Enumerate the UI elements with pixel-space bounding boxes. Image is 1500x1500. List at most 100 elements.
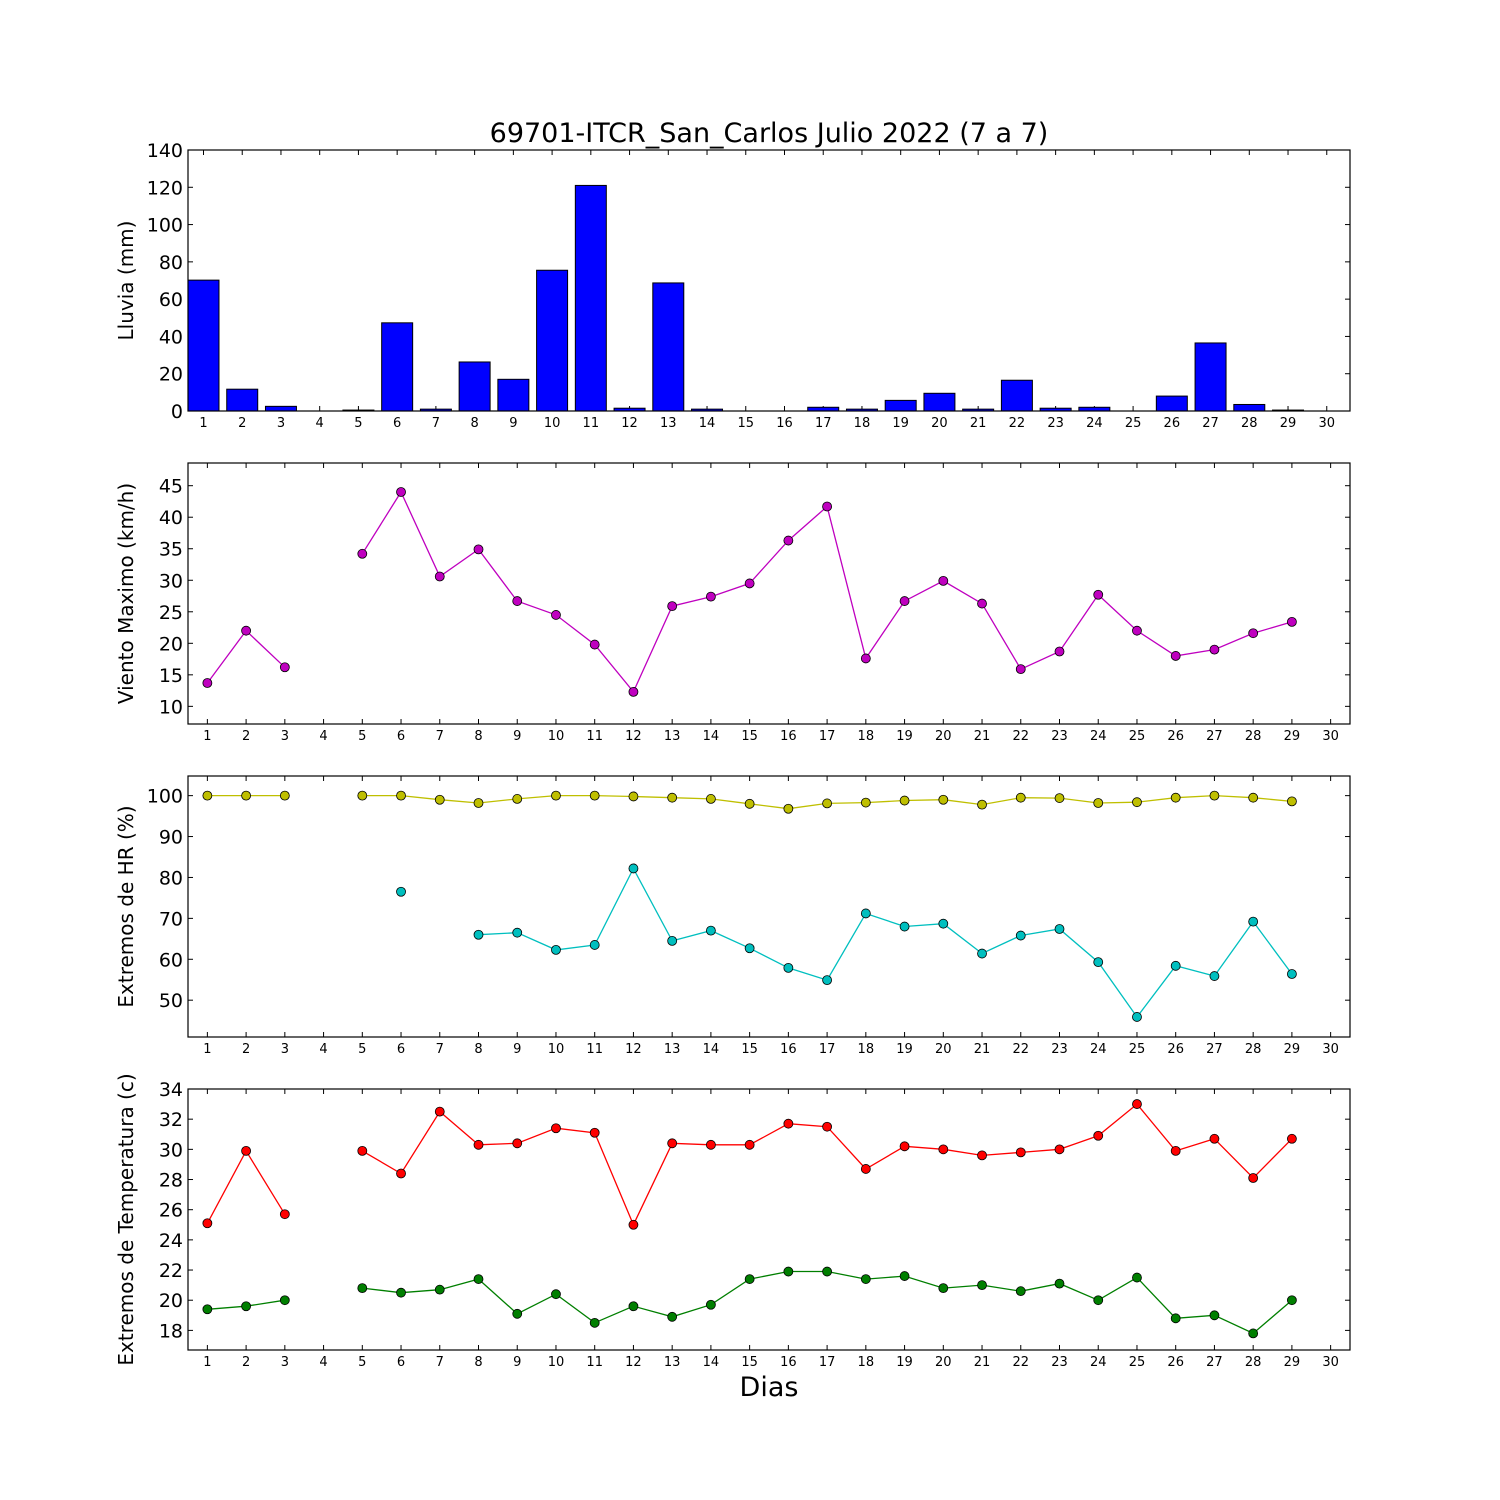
x-tick-label: 21	[970, 416, 987, 431]
x-tick-label: 20	[935, 729, 952, 744]
point-s1-day-20	[938, 794, 949, 805]
x-tick-label: 5	[358, 729, 366, 744]
point-s2-day-11	[589, 940, 600, 950]
point-s1-day-6	[396, 1168, 406, 1179]
x-tick-label: 18	[858, 1355, 875, 1370]
point-s1-day-24	[1093, 1130, 1104, 1141]
point-s1-day-8	[473, 544, 484, 555]
x-tick-label: 12	[625, 729, 642, 744]
x-tick-label: 6	[397, 1042, 405, 1057]
point-s1-day-20	[938, 575, 949, 586]
y-tick-label: 80	[159, 867, 183, 889]
point-s1-day-28	[1248, 792, 1259, 803]
x-tick-label: 28	[1245, 1042, 1262, 1057]
x-tick-label: 24	[1090, 1042, 1107, 1057]
point-s1-day-9	[512, 596, 523, 606]
point-s1-day-19	[899, 795, 910, 806]
y-tick-label: 25	[159, 602, 183, 624]
point-s1-day-8	[473, 1139, 484, 1150]
y-tick-label: 30	[159, 1139, 183, 1161]
x-tick-label: 16	[780, 729, 797, 744]
x-tick-label: 21	[974, 729, 991, 744]
x-tick-label: 11	[583, 416, 600, 431]
y-tick-label: 100	[147, 215, 183, 237]
x-tick-label: 16	[780, 1355, 797, 1370]
y-axis-label: Viento Maximo (km/h)	[114, 483, 138, 704]
x-tick-label: 26	[1167, 1042, 1184, 1057]
x-tick-label: 9	[513, 1355, 521, 1370]
bar-day-8	[458, 361, 491, 412]
point-s2-day-9	[512, 1308, 523, 1319]
y-tick-label: 40	[159, 326, 183, 348]
point-s2-day-24	[1093, 957, 1104, 968]
point-s1-day-22	[1015, 792, 1026, 803]
y-tick-label: 80	[159, 252, 183, 274]
x-tick-label: 7	[436, 1355, 444, 1370]
point-s2-day-23	[1054, 1278, 1065, 1289]
point-s1-day-1	[202, 790, 213, 801]
x-tick-label: 28	[1245, 729, 1262, 744]
x-tick-label: 19	[896, 1042, 913, 1057]
point-s2-day-19	[899, 1271, 910, 1281]
x-tick-label: 4	[316, 416, 324, 431]
x-tick-label: 29	[1284, 1042, 1301, 1057]
x-tick-label: 7	[432, 416, 440, 431]
x-tick-label: 4	[319, 1355, 327, 1370]
y-axis-label: Lluvia (mm)	[114, 221, 138, 341]
x-tick-label: 21	[974, 1355, 991, 1370]
plot-area	[188, 1089, 1350, 1350]
x-tick-label: 15	[741, 1042, 758, 1057]
point-s2-day-27	[1209, 971, 1220, 981]
point-s1-day-8	[473, 798, 484, 808]
x-tick-label: 17	[819, 1042, 836, 1057]
point-s1-day-9	[512, 794, 523, 804]
x-tick-label: 5	[354, 416, 362, 431]
x-tick-label: 15	[741, 1355, 758, 1370]
point-s2-day-8	[473, 929, 484, 940]
x-tick-label: 1	[199, 416, 207, 431]
x-tick-label: 15	[741, 729, 758, 744]
point-s1-day-15	[744, 798, 755, 809]
x-tick-label: 25	[1125, 416, 1142, 431]
point-s2-day-6	[396, 886, 406, 897]
x-tick-label: 2	[242, 1355, 250, 1370]
bar-day-11	[574, 184, 607, 412]
point-s1-day-17	[822, 1121, 832, 1132]
point-s1-day-21	[977, 598, 987, 609]
point-s1-day-3	[279, 662, 290, 673]
point-s1-day-25	[1132, 1099, 1142, 1109]
plot-area	[188, 463, 1350, 724]
x-tick-label: 29	[1284, 729, 1301, 744]
x-axis-label: Dias	[740, 1372, 799, 1403]
point-s1-day-5	[357, 790, 368, 801]
point-s1-day-26	[1170, 1145, 1181, 1156]
point-s2-day-8	[473, 1274, 484, 1284]
point-s1-day-18	[860, 653, 871, 664]
point-s1-day-27	[1209, 790, 1220, 801]
point-s1-day-29	[1287, 1133, 1297, 1144]
point-s1-day-20	[938, 1144, 949, 1155]
bar-day-27	[1194, 342, 1227, 412]
x-tick-label: 20	[935, 1355, 952, 1370]
point-s2-day-10	[551, 1289, 561, 1300]
point-s2-day-28	[1248, 1328, 1259, 1339]
y-tick-label: 20	[159, 633, 183, 655]
point-s2-day-2	[241, 1301, 252, 1312]
bar-day-26	[1155, 395, 1188, 412]
panel-3: Extremos de HR (%)1 2 3 4 5 6 7 8 9 10 11 12 13 14 15 1…	[114, 775, 1351, 1057]
x-tick-label: 28	[1245, 1355, 1262, 1370]
x-tick-label: 1	[203, 1355, 211, 1370]
point-s1-day-7	[434, 1106, 445, 1117]
x-tick-label: 10	[548, 1355, 565, 1370]
point-s1-day-13	[667, 1138, 678, 1149]
point-s2-day-14	[706, 1299, 716, 1310]
bar-day-3	[264, 405, 297, 412]
x-tick-label: 1	[203, 729, 211, 744]
y-tick-label: 20	[159, 364, 183, 386]
point-s2-day-26	[1170, 1313, 1181, 1324]
x-tick-label: 23	[1051, 729, 1068, 744]
point-s1-day-28	[1248, 628, 1259, 639]
point-s2-day-16	[783, 962, 794, 973]
point-s1-day-2	[241, 625, 252, 636]
point-s2-day-3	[279, 1295, 290, 1306]
